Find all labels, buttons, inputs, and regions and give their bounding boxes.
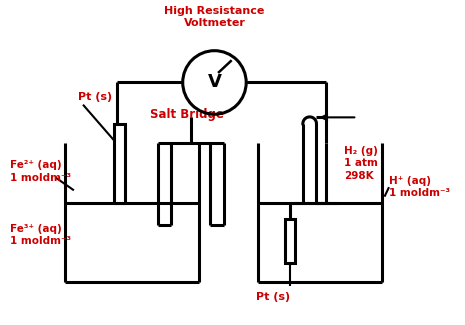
Text: High Resistance
Voltmeter: High Resistance Voltmeter [164, 6, 265, 29]
Text: H₂ (g)
1 atm
298K: H₂ (g) 1 atm 298K [344, 146, 378, 181]
Text: Pt (s): Pt (s) [256, 292, 291, 302]
FancyBboxPatch shape [114, 124, 125, 203]
Text: H⁺ (aq)
1 moldm⁻³: H⁺ (aq) 1 moldm⁻³ [389, 176, 450, 198]
Text: Pt (s): Pt (s) [79, 92, 113, 101]
FancyBboxPatch shape [285, 219, 295, 263]
Text: V: V [207, 73, 221, 91]
Text: Fe³⁺ (aq)
1 moldm⁻³: Fe³⁺ (aq) 1 moldm⁻³ [10, 224, 72, 246]
Text: Salt Bridge: Salt Bridge [150, 108, 224, 121]
Text: Fe²⁺ (aq)
1 moldm⁻³: Fe²⁺ (aq) 1 moldm⁻³ [10, 160, 72, 183]
